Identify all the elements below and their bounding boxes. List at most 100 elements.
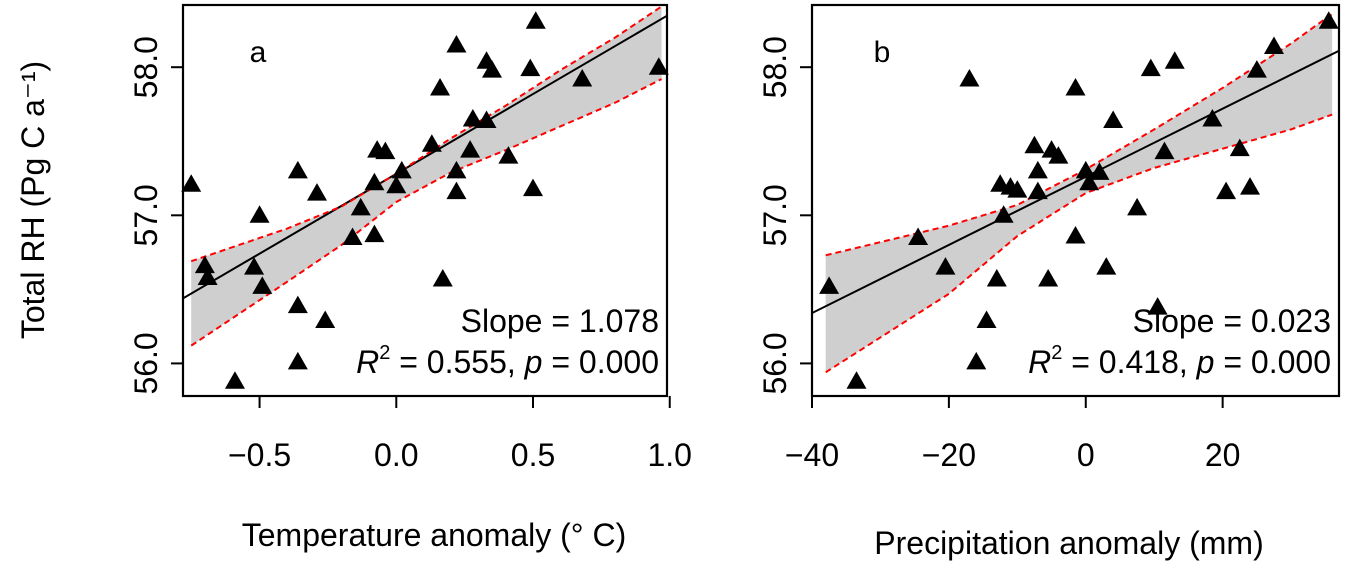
data-point [481,60,502,78]
plot-frame [810,3,1341,398]
y-tick-label: 56.0 [128,332,164,394]
data-point [430,77,451,96]
regression-line [183,14,667,300]
data-point [375,141,396,160]
data-point [1065,226,1086,244]
data-point [1240,177,1261,195]
x-axis-title-b: Precipitation anomaly (mm) [874,525,1263,561]
data-point [1318,11,1339,29]
data-point [244,257,265,275]
data-point [197,267,218,286]
x-tick-label: −40 [785,437,839,473]
x-tick-label: 0.0 [374,437,418,473]
data-point [572,69,593,87]
data-point [525,11,546,29]
data-point [1027,160,1048,179]
regression-line [812,49,1339,315]
data-point [446,34,467,53]
data-point [1027,181,1048,200]
data-point [315,310,336,328]
confidence-band [825,13,1333,373]
data-point [1263,36,1284,54]
data-point [476,110,497,129]
data-point [224,371,245,389]
data-point [1216,181,1237,200]
data-point [446,160,467,179]
r2-p-annotation: R2 = 0.555, p = 0.000 [356,342,659,380]
confidence-band [191,6,662,346]
data-point [181,174,202,192]
x-tick-label: 1.0 [647,437,691,473]
y-tick-label: 58.0 [757,36,793,98]
x-tick-label: 20 [1205,437,1241,473]
data-point [391,160,412,179]
data-point [287,295,308,314]
slope-annotation: Slope = 1.078 [461,303,659,339]
data-point [959,69,980,87]
x-axis-title-a: Temperature anomaly (° C) [242,517,626,553]
data-point [1154,141,1175,160]
data-point [966,351,987,370]
x-tick-label: 0 [1077,437,1095,473]
data-point [249,205,270,223]
data-point [1048,146,1069,164]
data-point [342,227,363,246]
data-point [1065,77,1086,96]
slope-annotation: Slope = 0.023 [1133,303,1331,339]
data-point [446,181,467,200]
data-point [1140,58,1161,77]
data-point [1089,162,1110,180]
panel-label: a [250,36,267,69]
x-tick-label: 0.5 [511,437,555,473]
data-point [986,268,1007,287]
data-point [1103,110,1124,129]
y-tick-label: 56.0 [757,332,793,394]
data-point [1246,60,1267,78]
x-tick-label: −0.5 [228,437,291,473]
ci-upper-line [190,5,663,263]
r2-p-annotation: R2 = 0.418, p = 0.000 [1028,342,1331,380]
data-point [1024,135,1045,154]
data-point [1202,109,1223,127]
data-point [462,109,483,127]
data-point [386,175,407,194]
data-point [498,146,519,164]
data-point [364,224,385,243]
data-point [1079,172,1100,191]
plot-frame [181,3,669,398]
y-tick-label: 58.0 [128,36,164,98]
data-point [520,58,541,77]
data-point [523,178,544,197]
y-tick-label: 57.0 [757,184,793,246]
panel-a: −0.5 0.0 0.5 1.0 56.0 57.0 58.0 a Slope = 1.078R… [128,3,692,473]
plot-area [183,5,667,347]
y-axis-title: Total RH (Pg C a⁻¹) [15,61,51,339]
data-point [364,172,385,191]
ci-lower-line [825,113,1333,374]
data-point [1147,297,1168,315]
y-tick-label: 57.0 [128,184,164,246]
panel-label: b [874,36,891,69]
data-point [252,276,273,294]
x-tick-label: −20 [922,437,976,473]
data-point [908,227,929,246]
data-point [306,183,327,201]
data-point [1229,138,1250,157]
data-point [460,140,481,158]
data-point [350,197,371,216]
data-point [648,57,669,75]
data-point [421,134,442,152]
data-point [819,276,840,294]
data-point [976,310,997,328]
data-point [846,371,867,389]
data-point [287,160,308,179]
data-point [1038,268,1059,287]
data-point [935,257,956,275]
data-point [432,268,453,287]
data-point [1127,197,1148,216]
data-point [194,255,215,274]
data-point [993,205,1014,223]
data-point [1164,51,1185,69]
